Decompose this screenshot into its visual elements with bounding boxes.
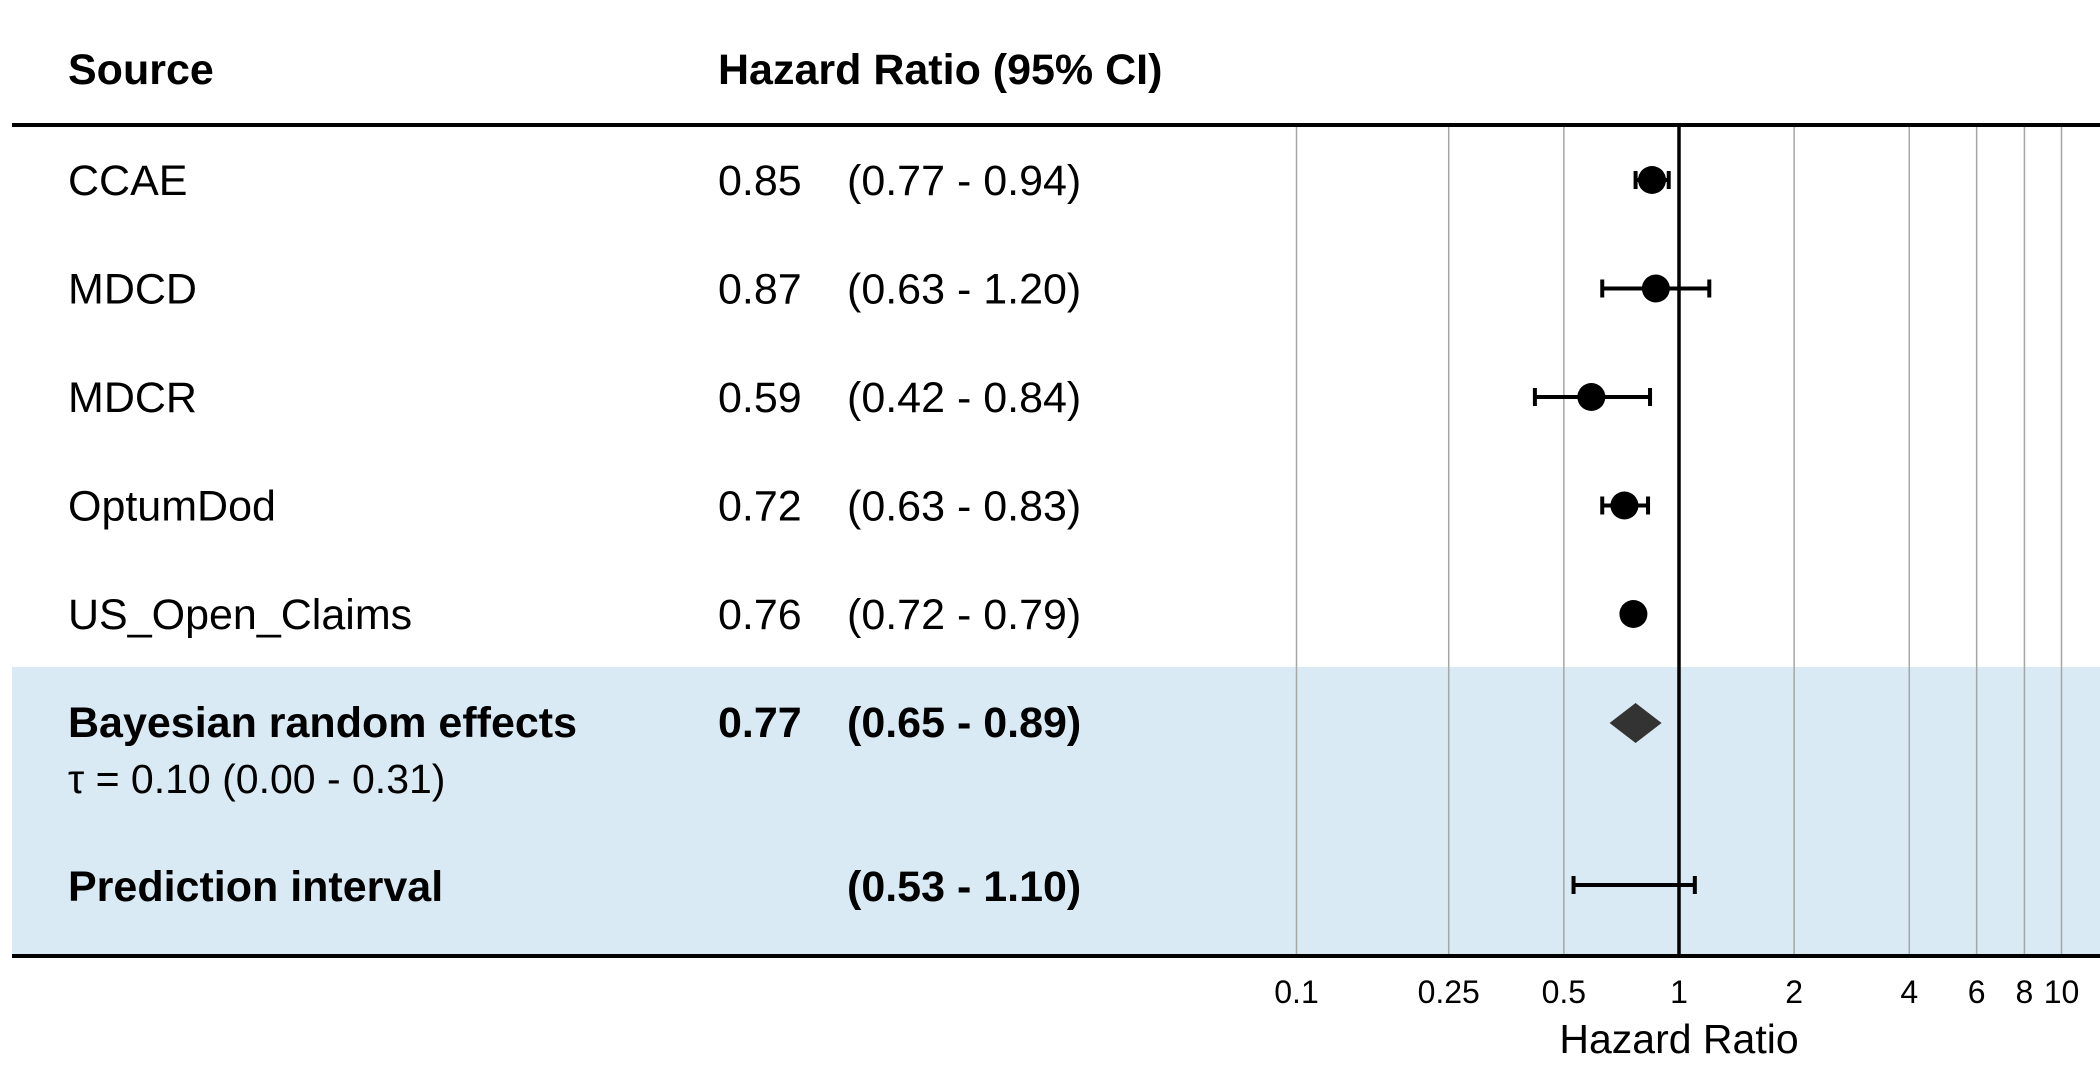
- x-tick-label: 1: [1670, 974, 1688, 1010]
- prediction-ci: (0.53 - 1.10): [847, 863, 1081, 911]
- x-tick-label: 2: [1785, 974, 1803, 1010]
- row-hr-value: 0.85: [718, 157, 802, 205]
- row-point-marker: [1638, 166, 1667, 194]
- x-tick-label: 8: [2016, 974, 2034, 1010]
- row-source: OptumDod: [68, 483, 276, 531]
- x-tick-label: 0.1: [1274, 974, 1318, 1010]
- header-source: Source: [68, 46, 214, 94]
- row-ci: (0.77 - 0.94): [847, 157, 1081, 205]
- x-tick-label: 10: [2044, 974, 2080, 1010]
- row-hr-value: 0.76: [718, 591, 802, 639]
- prediction-label: Prediction interval: [68, 863, 443, 911]
- row-ci: (0.72 - 0.79): [847, 591, 1081, 639]
- summary-tau: τ = 0.10 (0.00 - 0.31): [68, 756, 445, 802]
- row-hr-value: 0.59: [718, 374, 802, 422]
- x-tick-label: 6: [1968, 974, 1986, 1010]
- row-point-marker: [1577, 383, 1606, 411]
- row-source: CCAE: [68, 157, 187, 205]
- summary-diamond-marker: [1609, 703, 1662, 743]
- row-source: MDCD: [68, 266, 197, 314]
- row-hr-value: 0.72: [718, 483, 802, 531]
- study-rows: CCAE 0.85 (0.77 - 0.94) MDCD 0.87 (0.63 - 1.2…: [68, 157, 1712, 639]
- row-source: MDCR: [68, 374, 197, 422]
- row-source: US_Open_Claims: [68, 591, 412, 639]
- x-tick-labels: 0.1 0.25 0.5 1 2 4 6 8 10: [1274, 974, 2079, 1010]
- table-row: US_Open_Claims 0.76 (0.72 - 0.79): [68, 591, 1648, 639]
- x-gridlines: [1295, 125, 2063, 956]
- summary-hr-value: 0.77: [718, 699, 802, 747]
- row-ci: (0.63 - 1.20): [847, 266, 1081, 314]
- prediction-interval-bar: [1571, 876, 1697, 894]
- summary-ci: (0.65 - 0.89): [847, 699, 1081, 747]
- x-tick-label: 0.5: [1542, 974, 1586, 1010]
- table-row: MDCR 0.59 (0.42 - 0.84): [68, 374, 1653, 422]
- x-axis-label: Hazard Ratio: [1559, 1016, 1798, 1062]
- row-point-marker: [1619, 600, 1648, 628]
- row-point-marker: [1641, 274, 1670, 303]
- table-row: OptumDod 0.72 (0.63 - 0.83): [68, 483, 1651, 531]
- row-point-marker: [1610, 491, 1639, 520]
- x-tick-label: 0.25: [1418, 974, 1480, 1010]
- row-ci: (0.42 - 0.84): [847, 374, 1081, 422]
- row-ci: (0.63 - 0.83): [847, 483, 1081, 531]
- prediction-error-bar: [1571, 876, 1697, 894]
- summary-band: [12, 667, 2100, 956]
- table-row: MDCD 0.87 (0.63 - 1.20): [68, 266, 1712, 314]
- summary-label: Bayesian random effects: [68, 699, 577, 747]
- table-row: CCAE 0.85 (0.77 - 0.94): [68, 157, 1671, 205]
- x-tick-label: 4: [1900, 974, 1918, 1010]
- row-hr-value: 0.87: [718, 266, 802, 314]
- header-hazard-ratio: Hazard Ratio (95% CI): [718, 46, 1162, 94]
